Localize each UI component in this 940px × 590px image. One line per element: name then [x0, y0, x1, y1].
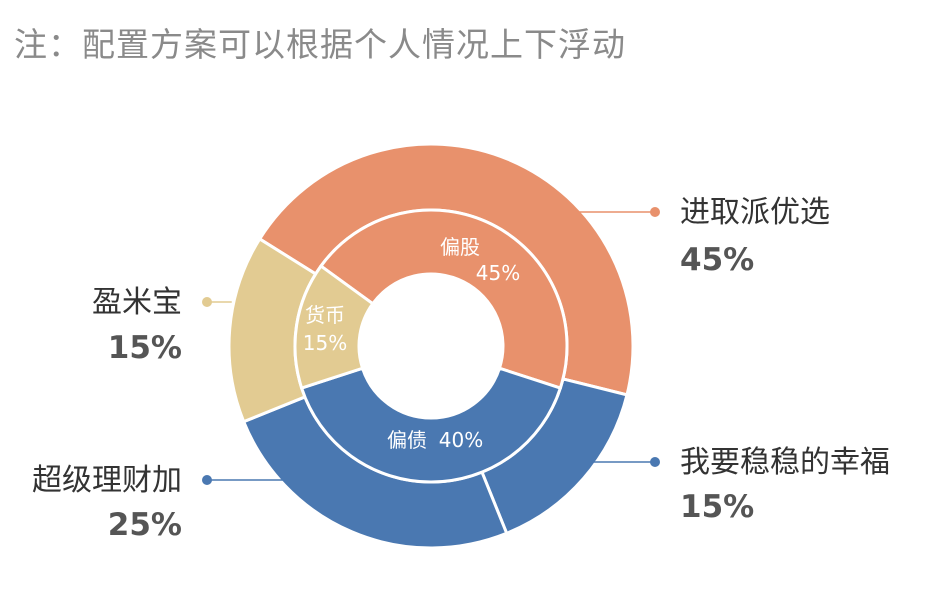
- outer-label-name-3: 盈米宝: [92, 285, 182, 320]
- outer-labels: 进取派优选 45% 我要稳稳的幸福 15% 超级理财加 25% 盈米宝 15%: [32, 195, 890, 543]
- leader-dot-3: [202, 297, 212, 307]
- outer-label-value-0: 45%: [680, 242, 754, 278]
- inner-label-name-2: 货币: [305, 303, 345, 327]
- outer-label-value-3: 15%: [108, 330, 182, 366]
- outer-label-value-2: 25%: [108, 507, 182, 543]
- outer-label-value-1: 15%: [680, 489, 754, 525]
- inner-label-value-0: 45%: [476, 261, 520, 285]
- inner-label-value-1: 40%: [439, 428, 483, 452]
- inner-label-name-1: 偏债: [387, 428, 427, 452]
- inner-slice-1: [299, 366, 563, 484]
- outer-ring: [227, 142, 635, 550]
- leader-dot-0: [650, 207, 660, 217]
- outer-label-name-2: 超级理财加: [32, 463, 182, 498]
- inner-label-value-2: 15%: [303, 331, 347, 355]
- leader-dot-1: [650, 457, 660, 467]
- outer-label-name-0: 进取派优选: [680, 195, 830, 230]
- outer-label-name-1: 我要稳稳的幸福: [680, 445, 890, 480]
- inner-ring: [293, 208, 569, 484]
- inner-label-name-0: 偏股: [440, 235, 480, 259]
- leader-lines: [202, 207, 660, 485]
- inner-slice-2: [293, 263, 375, 390]
- inner-slice-0: [318, 208, 569, 390]
- chart-note: 注：配置方案可以根据个人情况上下浮动: [14, 25, 626, 64]
- leader-dot-2: [202, 475, 212, 485]
